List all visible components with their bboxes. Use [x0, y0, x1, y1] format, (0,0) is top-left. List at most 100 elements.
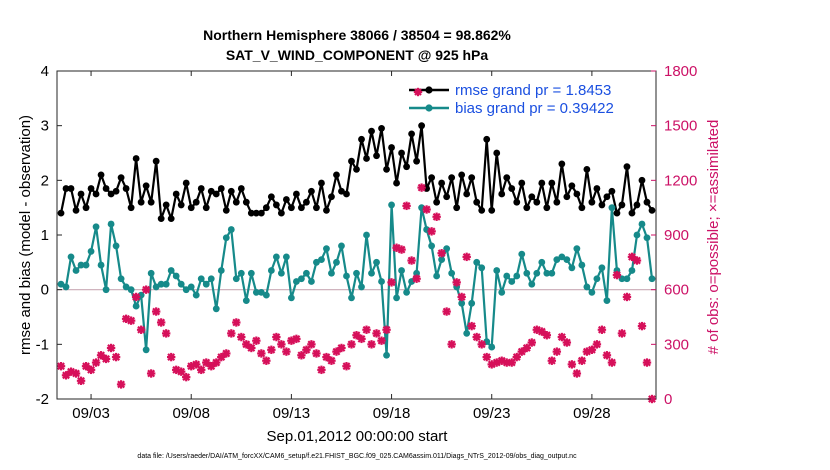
series-point	[478, 207, 486, 214]
series-point	[343, 190, 350, 198]
series-point	[333, 171, 340, 179]
series-point	[578, 261, 586, 269]
series-point	[222, 234, 230, 242]
series-point	[578, 204, 586, 212]
series-point	[157, 280, 165, 288]
series-point	[598, 201, 606, 209]
obs-count-point	[397, 245, 406, 254]
series-point	[122, 185, 130, 192]
series-point	[398, 149, 405, 157]
series-point	[493, 149, 501, 157]
series-point	[418, 122, 426, 130]
series-point	[212, 190, 220, 198]
series-point	[217, 267, 225, 274]
series-point	[197, 185, 205, 192]
series-point	[328, 193, 335, 201]
series-point	[92, 190, 100, 198]
series-point	[202, 280, 210, 288]
series-point	[543, 269, 551, 277]
obs-count-point	[437, 249, 446, 258]
series-point	[142, 182, 150, 190]
series-point	[313, 204, 320, 212]
series-point	[232, 275, 240, 283]
obs-count-point	[432, 212, 441, 221]
series-point	[167, 215, 175, 223]
series-point	[247, 269, 255, 277]
y2-tick-label: 600	[664, 282, 689, 299]
obs-count-point	[597, 325, 607, 334]
series-point	[318, 256, 325, 263]
series-point	[82, 261, 90, 269]
series-point	[533, 269, 541, 277]
series-point	[563, 193, 571, 201]
series-point	[568, 182, 576, 190]
series-point	[348, 157, 355, 165]
series-point	[308, 187, 315, 195]
obs-count-point	[572, 369, 582, 378]
series-point	[262, 291, 270, 299]
series-point	[102, 185, 110, 192]
obs-count-point	[116, 380, 126, 389]
series-point	[503, 174, 511, 182]
x-tick-label: 09/03	[72, 405, 110, 422]
series-point	[147, 269, 155, 277]
series-point	[603, 297, 611, 304]
y2-tick-label: 300	[664, 336, 689, 353]
series-point	[67, 253, 75, 261]
series-point	[638, 220, 646, 228]
series-point	[388, 201, 395, 209]
y-tick-label: -1	[36, 336, 49, 353]
y-tick-label: 3	[41, 118, 49, 135]
series-point	[313, 258, 320, 266]
y-tick-label: 1	[41, 227, 49, 244]
obs-count-point	[382, 325, 391, 334]
series-point	[127, 286, 135, 294]
series-point	[338, 242, 345, 250]
series-point	[573, 190, 581, 198]
series-point	[388, 144, 395, 151]
obs-count-point	[417, 183, 426, 192]
series-point	[82, 204, 90, 212]
series-point	[57, 280, 65, 288]
series-point	[383, 166, 390, 173]
series-point	[428, 174, 436, 182]
series-point	[523, 204, 531, 212]
series-point	[298, 275, 305, 283]
series-point	[252, 209, 260, 217]
series-point	[378, 124, 385, 132]
y2-axis-label: # of obs: o=possible; ×=assimilated	[705, 120, 722, 355]
series-point	[453, 204, 461, 212]
obs-count-point	[452, 278, 461, 287]
series-point	[277, 209, 285, 217]
series-2	[56, 183, 657, 404]
series-point	[267, 267, 275, 274]
series-point	[483, 135, 491, 143]
series-0	[57, 122, 656, 223]
series-point	[172, 272, 180, 280]
series-point	[262, 204, 270, 212]
series-point	[177, 201, 185, 209]
series-point	[72, 207, 80, 214]
series-point	[87, 248, 95, 255]
series-point	[558, 160, 566, 168]
series-point	[393, 179, 400, 187]
series-point	[303, 269, 310, 277]
series-point	[583, 166, 591, 173]
obs-count-point	[612, 270, 622, 280]
obs-count-point	[482, 352, 491, 362]
legend-rmse-label: rmse grand pr = 1.8453	[455, 82, 611, 99]
series-point	[503, 272, 511, 280]
obs-count-point	[197, 365, 206, 375]
series-point	[373, 258, 380, 266]
series-point	[323, 245, 330, 253]
series-point	[458, 299, 466, 307]
obs-count-point	[477, 340, 486, 349]
obs-count-point	[161, 329, 171, 338]
series-point	[187, 204, 195, 212]
series-point	[608, 187, 616, 195]
legend-obs-marker	[413, 87, 423, 97]
series-point	[488, 207, 496, 214]
series-point	[603, 193, 611, 201]
chart-title: Northern Hemisphere 38066 / 38504 = 98.8…	[203, 27, 511, 43]
